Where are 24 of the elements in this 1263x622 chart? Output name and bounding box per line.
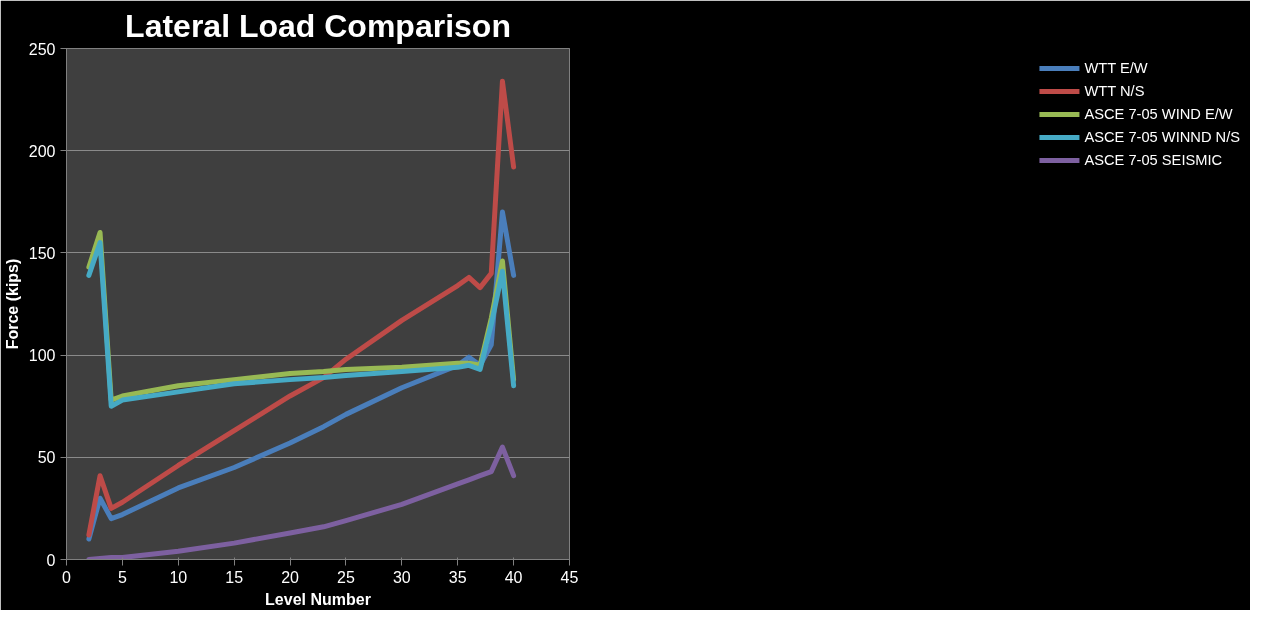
x-axis-title: Level Number: [265, 590, 371, 608]
x-tick-label: 40: [504, 568, 523, 586]
x-tick-label: 20: [281, 568, 300, 586]
legend-label: ASCE 7-05 WINND N/S: [1084, 129, 1240, 145]
x-tick-label: 5: [117, 568, 127, 586]
y-tick-label: 200: [28, 142, 56, 160]
legend-label: WTT E/W: [1084, 60, 1148, 76]
y-tick-label: 150: [28, 244, 56, 262]
chart-title: Lateral Load Comparison: [125, 7, 511, 44]
x-tick-label: 15: [225, 568, 244, 586]
legend-label: WTT N/S: [1084, 83, 1145, 99]
x-tick-label: 10: [169, 568, 188, 586]
legend-label: ASCE 7-05 WIND E/W: [1084, 106, 1233, 122]
legend-label: ASCE 7-05 SEISMIC: [1084, 152, 1223, 168]
x-tick-label: 45: [560, 568, 579, 586]
x-tick-label: 30: [392, 568, 411, 586]
x-tick-label: 25: [337, 568, 355, 586]
y-tick-label: 50: [37, 449, 56, 467]
y-tick-label: 100: [28, 347, 56, 365]
y-tick-label: 0: [46, 551, 56, 569]
x-tick-label: 0: [62, 568, 72, 586]
y-axis-title: Force (kips): [3, 258, 21, 350]
x-tick-label: 35: [448, 568, 467, 586]
y-tick-label: 250: [28, 40, 56, 58]
